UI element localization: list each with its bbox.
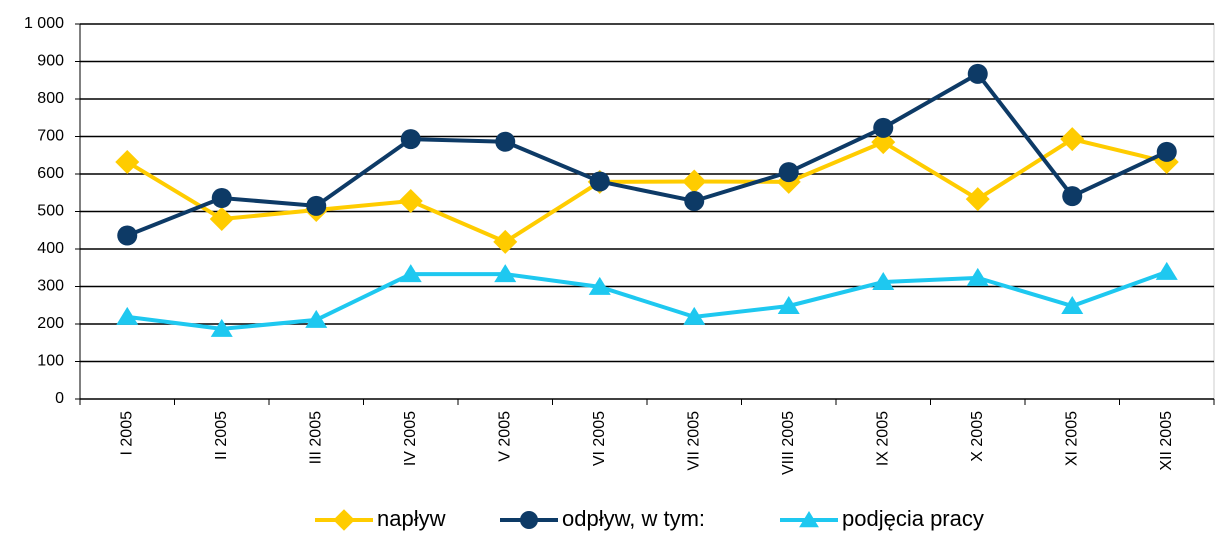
legend-label: napływ: [377, 506, 446, 531]
y-tick-label: 500: [37, 203, 64, 220]
marker: [682, 169, 707, 194]
marker: [117, 225, 138, 246]
x-tick-label: XII 2005: [1158, 411, 1175, 471]
marker: [1060, 127, 1085, 152]
legend-label: odpływ, w tym:: [562, 506, 705, 531]
x-tick-label: V 2005: [496, 411, 513, 462]
marker: [116, 306, 139, 325]
line: [126, 136, 1168, 245]
marker: [1156, 141, 1177, 162]
marker: [398, 189, 423, 213]
marker: [778, 162, 799, 183]
marker: [1155, 261, 1178, 280]
marker: [873, 117, 894, 138]
legend-marker: [520, 511, 538, 529]
legend-marker: [333, 509, 355, 531]
x-tick-label: X 2005: [969, 411, 986, 462]
y-tick-label: 100: [37, 353, 64, 370]
marker: [494, 264, 517, 283]
x-tick-label: IV 2005: [402, 411, 419, 466]
marker: [683, 306, 706, 325]
marker: [872, 272, 895, 290]
marker: [684, 191, 705, 211]
marker: [209, 207, 234, 231]
x-tick-label: VIII 2005: [780, 411, 797, 475]
y-tick-label: 600: [37, 165, 64, 182]
x-tick-label: XI 2005: [1063, 411, 1080, 466]
y-tick-label: 300: [37, 278, 64, 295]
marker: [588, 276, 611, 295]
marker: [777, 296, 800, 314]
marker: [211, 188, 232, 208]
marker: [589, 171, 610, 192]
line: [126, 71, 1168, 238]
y-tick-label: 800: [37, 90, 64, 107]
x-tick-label: VII 2005: [685, 411, 702, 471]
x-tick-label: IX 2005: [874, 411, 891, 466]
marker: [965, 187, 990, 212]
marker: [305, 309, 328, 328]
marker: [400, 129, 421, 150]
y-tick-label: 700: [37, 128, 64, 145]
legend-marker: [799, 511, 819, 528]
marker: [966, 267, 989, 286]
y-tick-label: 200: [37, 315, 64, 332]
marker: [493, 229, 518, 254]
y-tick-label: 400: [37, 240, 64, 257]
y-tick-label: 900: [37, 53, 64, 70]
marker: [115, 150, 140, 174]
x-tick-label: II 2005: [213, 411, 230, 460]
marker: [871, 130, 896, 155]
marker: [1062, 186, 1083, 207]
marker: [967, 63, 988, 84]
marker: [1061, 296, 1084, 314]
y-tick-label: 1 000: [24, 15, 64, 32]
x-tick-label: VI 2005: [591, 411, 608, 466]
marker: [306, 195, 327, 216]
x-tick-label: I 2005: [118, 411, 135, 456]
line: [126, 269, 1168, 331]
y-tick-label: 0: [55, 390, 64, 407]
x-tick-label: III 2005: [307, 411, 324, 464]
marker: [495, 131, 516, 152]
marker: [210, 318, 233, 337]
legend-label: podjęcia pracy: [842, 506, 984, 531]
marker: [399, 264, 422, 283]
